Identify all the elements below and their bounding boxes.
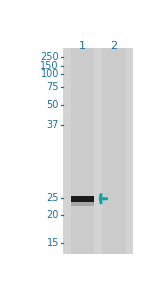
Bar	[102, 47, 126, 254]
Bar	[63, 47, 133, 254]
Bar	[71, 202, 94, 206]
Text: 150: 150	[40, 61, 59, 71]
Bar	[71, 47, 94, 254]
Text: 50: 50	[46, 100, 59, 110]
Text: 100: 100	[40, 69, 59, 79]
Text: 1: 1	[79, 41, 86, 51]
Bar	[71, 196, 94, 202]
Text: 75: 75	[46, 82, 59, 92]
Text: 20: 20	[46, 209, 59, 219]
Text: 250: 250	[40, 52, 59, 62]
Text: 2: 2	[111, 41, 118, 51]
Text: 37: 37	[46, 120, 59, 130]
Text: 15: 15	[46, 238, 59, 248]
Text: 25: 25	[46, 193, 59, 202]
